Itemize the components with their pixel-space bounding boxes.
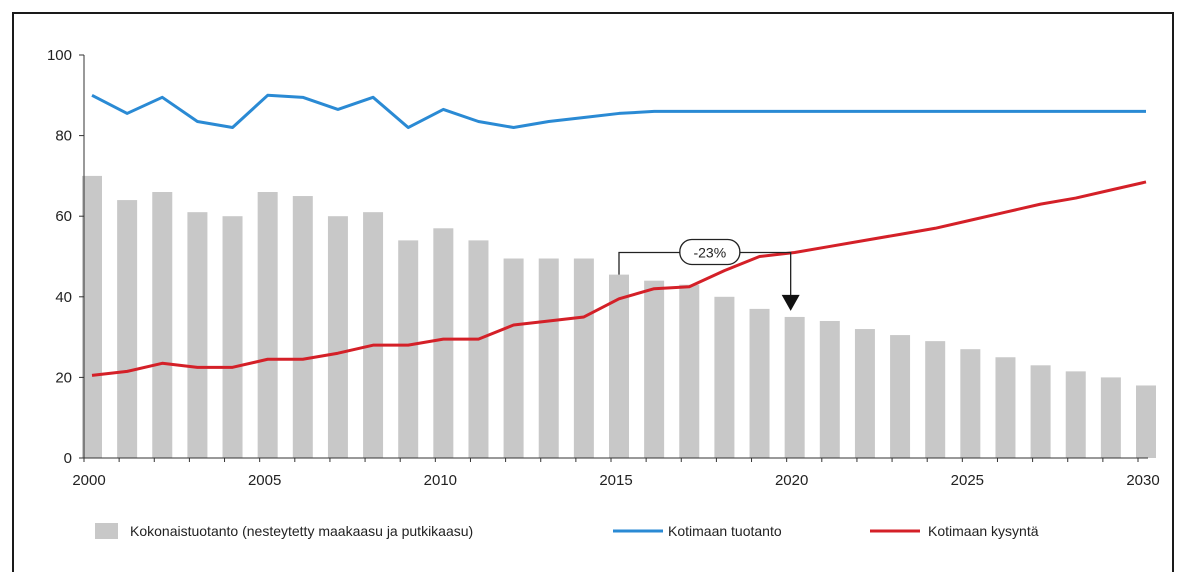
y-tick-label: 0 xyxy=(64,450,72,467)
chart-frame xyxy=(12,12,1174,572)
bar-2012 xyxy=(503,258,524,458)
bar-2009 xyxy=(398,240,419,458)
bar-2025 xyxy=(960,349,981,458)
annotation: -23% xyxy=(618,238,800,311)
bar-2024 xyxy=(925,341,946,458)
bar-2013 xyxy=(538,258,559,458)
line-kotimaan-tuotanto xyxy=(91,93,1146,130)
bar-2004 xyxy=(222,216,243,458)
bar-2008 xyxy=(363,212,384,458)
legend: Kokonaistuotanto (nesteytetty maakaasu j… xyxy=(95,523,1039,539)
bar-2014 xyxy=(573,258,594,458)
bar-2011 xyxy=(468,240,489,458)
bar-2002 xyxy=(152,192,173,458)
down-arrow-icon xyxy=(781,294,800,311)
y-tick-label: 80 xyxy=(55,128,72,145)
bar-2026 xyxy=(995,357,1016,458)
x-tick-label: 2015 xyxy=(599,472,632,489)
x-tick-label: 2000 xyxy=(72,472,105,489)
y-tick-label: 60 xyxy=(55,208,72,225)
line-kotimaan-kysynt- xyxy=(91,180,1147,377)
x-tick-label: 2010 xyxy=(424,472,457,489)
bar-2016 xyxy=(644,280,665,458)
x-tick-label: 2005 xyxy=(248,472,281,489)
x-tick-label: 2030 xyxy=(1126,472,1159,489)
bar-2017 xyxy=(679,284,700,458)
legend-kokonaistuotanto-nesteytetty-maakaasu-ja-putkikaasu--label: Kokonaistuotanto (nesteytetty maakaasu j… xyxy=(130,523,473,539)
bar-2000 xyxy=(82,175,102,458)
bar-2029 xyxy=(1100,377,1121,458)
bar-2020 xyxy=(784,316,805,458)
bar-2023 xyxy=(890,335,911,458)
y-tick-label: 20 xyxy=(55,369,72,386)
x-tick-label: 2025 xyxy=(951,472,984,489)
annotation-label-box xyxy=(679,238,741,266)
bar-2015 xyxy=(609,274,629,458)
bar-2005 xyxy=(257,192,278,458)
bar-2007 xyxy=(327,216,348,458)
legend-kokonaistuotanto-nesteytetty-maakaasu-ja-putkikaasu--swatch xyxy=(95,523,118,539)
axes: 0 20 40 60 80 100 2000 2005 2010 2015 2020 2025 2030 xyxy=(47,47,1160,489)
bar-2021 xyxy=(819,320,840,458)
bar-2027 xyxy=(1030,365,1051,458)
annotation-label: -23% xyxy=(693,244,726,260)
legend-kotimaan-tuotanto-label: Kotimaan tuotanto xyxy=(668,523,782,539)
y-tick-label: 40 xyxy=(55,289,72,306)
bar-2019 xyxy=(749,308,770,458)
bar-2030 xyxy=(1136,385,1156,458)
bar-2001 xyxy=(117,200,138,458)
bar-2028 xyxy=(1065,371,1086,458)
bar-2010 xyxy=(433,228,454,458)
bar-series xyxy=(82,175,1156,459)
x-tick-label: 2020 xyxy=(775,472,808,489)
bar-2022 xyxy=(854,329,875,458)
legend-kotimaan-kysynt--label: Kotimaan kysyntä xyxy=(928,523,1039,539)
bar-2003 xyxy=(187,212,208,458)
bar-2006 xyxy=(292,196,313,459)
y-tick-label: 100 xyxy=(47,47,72,64)
bar-2018 xyxy=(714,296,735,458)
line-series xyxy=(91,93,1147,377)
